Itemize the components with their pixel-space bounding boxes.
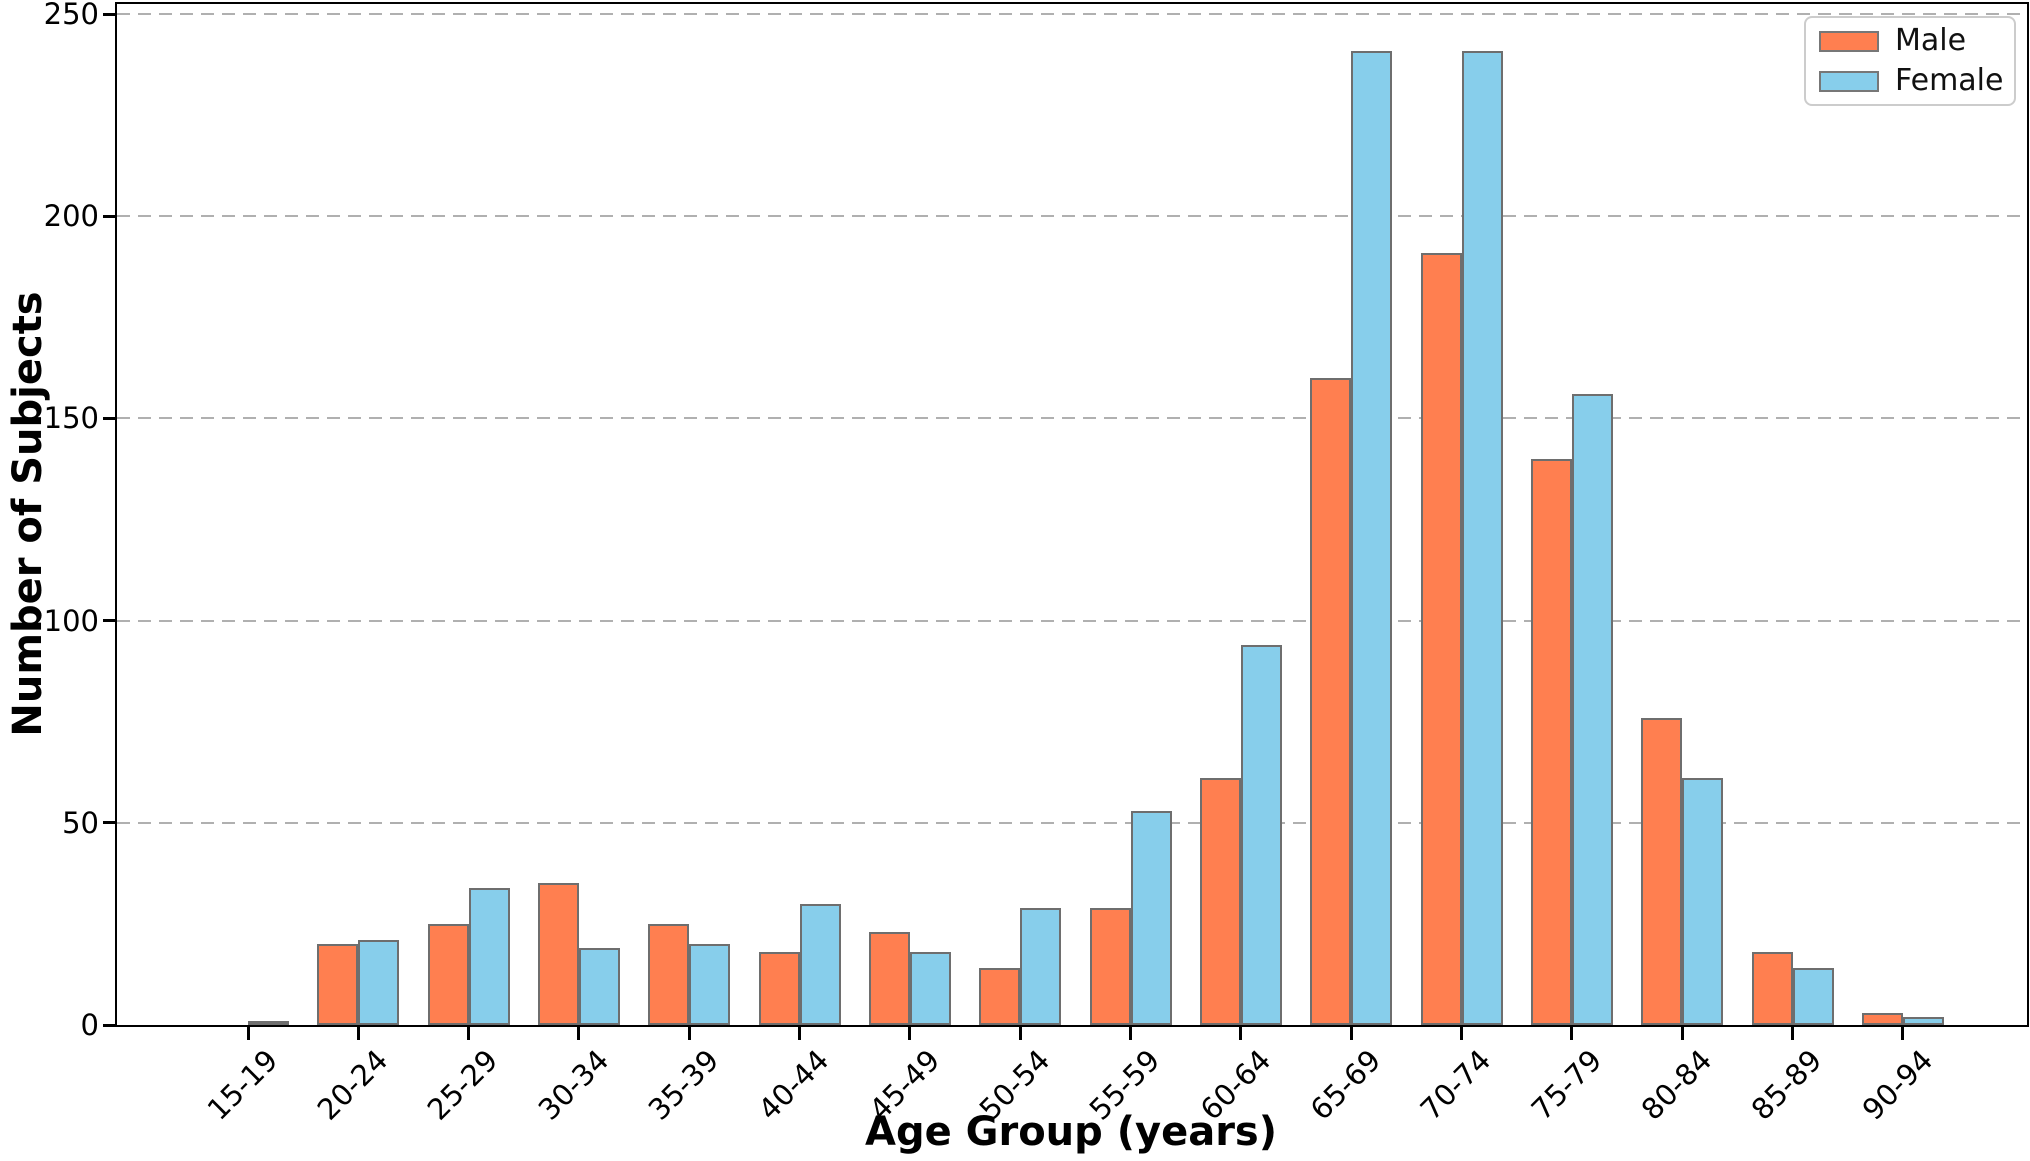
- x-tick-label-90-94: 90-94: [1855, 1043, 1939, 1127]
- y-tick-label-250: 250: [43, 0, 99, 32]
- bar-female-15-19: [248, 1020, 289, 1025]
- x-tick-60-64: [1239, 1027, 1243, 1040]
- gridline-200: [117, 215, 2027, 218]
- x-tick-label-65-69: 65-69: [1303, 1043, 1388, 1127]
- legend-item-female: Female: [1819, 63, 2004, 98]
- bar-female-55-59: [1130, 810, 1172, 1025]
- bar-female-65-69: [1351, 50, 1393, 1025]
- x-axis-label: Age Group (years): [864, 1109, 1278, 1155]
- x-tick-20-24: [356, 1027, 360, 1040]
- x-tick-label-20-24: 20-24: [310, 1043, 395, 1127]
- bar-female-20-24: [358, 940, 400, 1025]
- bar-male-35-39: [648, 923, 690, 1025]
- x-tick-label-75-79: 75-79: [1524, 1043, 1609, 1127]
- bar-female-75-79: [1571, 394, 1613, 1025]
- y-tick-label-50: 50: [62, 805, 99, 840]
- bar-female-30-34: [578, 948, 620, 1025]
- bar-male-80-84: [1641, 717, 1683, 1025]
- x-tick-50-54: [1018, 1027, 1022, 1040]
- legend: Male Female: [1804, 16, 2016, 106]
- x-tick-label-70-74: 70-74: [1414, 1043, 1498, 1127]
- x-tick-55-59: [1129, 1027, 1133, 1040]
- bar-male-65-69: [1310, 378, 1352, 1025]
- x-tick-75-79: [1570, 1027, 1574, 1040]
- x-tick-65-69: [1349, 1027, 1353, 1040]
- y-axis-label: Number of Subjects: [5, 291, 51, 737]
- bar-female-85-89: [1792, 968, 1834, 1025]
- bar-male-45-49: [868, 931, 910, 1025]
- x-tick-30-34: [577, 1027, 581, 1040]
- bar-female-60-64: [1240, 644, 1282, 1025]
- x-tick-label-40-44: 40-44: [752, 1043, 836, 1127]
- x-tick-35-39: [687, 1027, 691, 1040]
- bar-male-30-34: [537, 883, 579, 1025]
- x-tick-25-29: [467, 1027, 471, 1040]
- bar-female-25-29: [468, 887, 510, 1025]
- bar-male-25-29: [427, 923, 469, 1025]
- x-tick-85-89: [1791, 1027, 1795, 1040]
- bar-female-70-74: [1461, 50, 1503, 1025]
- bar-male-70-74: [1420, 252, 1462, 1025]
- y-tick-label-0: 0: [80, 1008, 99, 1042]
- bar-female-50-54: [1020, 907, 1062, 1025]
- y-tick-50: [103, 821, 115, 825]
- x-tick-40-44: [798, 1027, 802, 1040]
- y-tick-150: [103, 416, 115, 420]
- y-tick-0: [103, 1023, 115, 1027]
- legend-label-female: Female: [1895, 63, 2004, 98]
- x-tick-label-80-84: 80-84: [1634, 1043, 1719, 1127]
- y-tick-200: [103, 214, 115, 218]
- x-tick-70-74: [1460, 1027, 1464, 1040]
- gridline-150: [117, 417, 2027, 420]
- legend-swatch-male: [1819, 30, 1879, 52]
- legend-label-male: Male: [1895, 23, 1967, 58]
- gridline-100: [117, 619, 2027, 622]
- bar-female-80-84: [1682, 778, 1724, 1025]
- bar-male-85-89: [1751, 952, 1793, 1025]
- legend-swatch-female: [1819, 70, 1879, 92]
- bar-male-75-79: [1530, 458, 1572, 1025]
- x-tick-label-85-89: 85-89: [1745, 1043, 1829, 1127]
- gridline-50: [117, 821, 2027, 824]
- x-tick-label-35-39: 35-39: [641, 1043, 726, 1127]
- bar-female-35-39: [689, 944, 731, 1025]
- bar-female-40-44: [799, 903, 841, 1025]
- x-tick-label-30-34: 30-34: [531, 1043, 616, 1127]
- y-tick-label-150: 150: [43, 401, 99, 436]
- y-tick-250: [103, 12, 115, 16]
- bar-male-50-54: [979, 968, 1021, 1025]
- x-tick-80-84: [1680, 1027, 1684, 1040]
- x-tick-15-19: [246, 1027, 250, 1040]
- bar-male-40-44: [758, 952, 800, 1025]
- y-tick-100: [103, 619, 115, 623]
- y-tick-label-200: 200: [43, 199, 99, 234]
- plot-area: [115, 2, 2029, 1027]
- bar-male-90-94: [1861, 1012, 1903, 1025]
- y-tick-label-100: 100: [43, 603, 99, 638]
- x-tick-90-94: [1901, 1027, 1905, 1040]
- legend-item-male: Male: [1819, 26, 2001, 56]
- bar-male-55-59: [1089, 907, 1131, 1025]
- bar-male-20-24: [317, 944, 359, 1025]
- gridline-250: [117, 13, 2027, 16]
- x-tick-45-49: [908, 1027, 912, 1040]
- bar-male-60-64: [1199, 778, 1241, 1025]
- bar-female-45-49: [909, 952, 951, 1025]
- x-tick-label-15-19: 15-19: [200, 1043, 285, 1127]
- x-tick-label-25-29: 25-29: [421, 1043, 505, 1127]
- bar-female-90-94: [1902, 1016, 1944, 1025]
